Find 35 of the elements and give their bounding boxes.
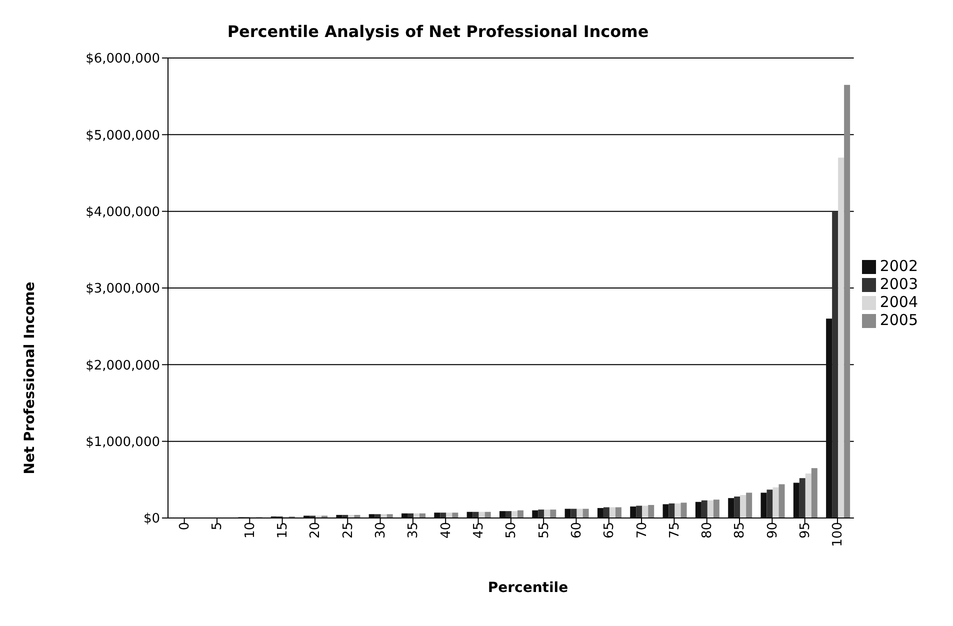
legend-label: 2003	[880, 275, 918, 293]
x-tick-label: 45	[471, 522, 486, 539]
legend-label: 2004	[880, 293, 918, 311]
legend-label: 2002	[880, 257, 918, 275]
x-tick-label: 30	[374, 522, 389, 539]
x-tick-label: 60	[569, 522, 584, 539]
y-tick-label: $1,000,000	[86, 434, 160, 450]
x-tick-label: 15	[276, 522, 291, 539]
y-tick-label: $4,000,000	[86, 204, 160, 220]
x-tick-label: 0	[178, 522, 193, 530]
x-tick-label: 55	[536, 522, 552, 539]
x-tick-label: 50	[504, 522, 520, 539]
x-tick-label: 75	[667, 522, 682, 539]
legend-label: 2005	[880, 311, 918, 329]
chart-title: Percentile Analysis of Net Professional Income	[226, 22, 650, 41]
x-tick-label: 90	[765, 522, 780, 539]
x-axis-title: Percentile	[486, 580, 570, 596]
y-tick-label: $2,000,000	[86, 358, 160, 374]
x-tick-label: 35	[406, 522, 422, 539]
x-tick-label: 100	[830, 522, 846, 547]
x-tick-label: 70	[634, 522, 650, 539]
y-tick-label: $5,000,000	[86, 128, 160, 144]
y-axis-title: Net Professional Income	[22, 282, 38, 474]
x-tick-label: 95	[798, 522, 814, 539]
x-tick-label: 20	[308, 522, 324, 539]
x-tick-label: 40	[438, 522, 454, 539]
x-tick-label: 10	[242, 522, 258, 539]
x-tick-label: 80	[700, 522, 716, 539]
y-tick-label: $6,000,000	[86, 52, 160, 67]
y-tick-label: $3,000,000	[86, 282, 160, 297]
x-tick-label: 25	[340, 522, 356, 539]
x-tick-label: 65	[602, 522, 618, 539]
y-tick-label: $0	[143, 512, 160, 527]
x-tick-label: 85	[732, 522, 748, 539]
x-tick-label: 5	[210, 522, 226, 530]
